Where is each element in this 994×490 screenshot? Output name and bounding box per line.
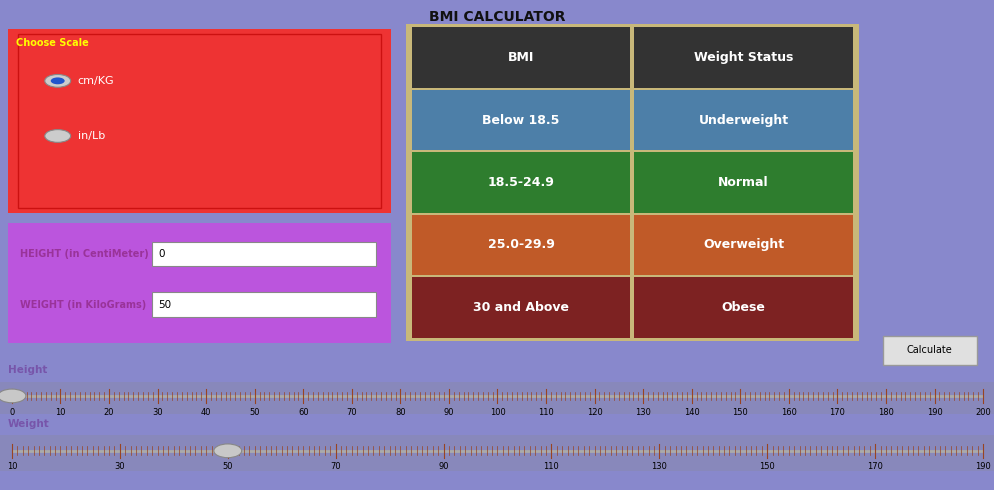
Text: 150: 150 [758, 462, 774, 471]
Text: Choose Scale: Choose Scale [16, 38, 88, 48]
Text: Weight: Weight [8, 419, 50, 429]
Text: 90: 90 [443, 408, 453, 416]
Text: 20: 20 [103, 408, 114, 416]
Circle shape [214, 444, 242, 458]
Text: 60: 60 [297, 408, 308, 416]
FancyBboxPatch shape [0, 435, 994, 471]
Text: Normal: Normal [718, 176, 768, 189]
Text: 40: 40 [201, 408, 211, 416]
Text: 10: 10 [56, 408, 66, 416]
Text: 70: 70 [346, 408, 357, 416]
Text: Height: Height [8, 365, 48, 375]
Text: 30: 30 [152, 408, 163, 416]
Text: 200: 200 [974, 408, 990, 416]
Text: 70: 70 [330, 462, 341, 471]
Text: 170: 170 [867, 462, 883, 471]
FancyBboxPatch shape [634, 90, 852, 150]
Text: 10: 10 [7, 462, 17, 471]
Text: 50: 50 [223, 462, 233, 471]
Text: 170: 170 [829, 408, 845, 416]
FancyBboxPatch shape [8, 29, 391, 213]
FancyBboxPatch shape [634, 277, 852, 338]
Text: 30: 30 [114, 462, 125, 471]
Text: 120: 120 [586, 408, 602, 416]
Text: Overweight: Overweight [702, 239, 783, 251]
FancyBboxPatch shape [18, 34, 381, 208]
Text: BMI CALCULATOR: BMI CALCULATOR [428, 10, 566, 24]
Text: Underweight: Underweight [698, 114, 788, 126]
Text: cm/KG: cm/KG [78, 76, 114, 86]
Text: HEIGHT (in CentiMeter): HEIGHT (in CentiMeter) [20, 249, 148, 259]
FancyBboxPatch shape [412, 215, 630, 275]
Text: 180: 180 [877, 408, 893, 416]
FancyBboxPatch shape [634, 215, 852, 275]
Text: 160: 160 [780, 408, 796, 416]
Text: 18.5-24.9: 18.5-24.9 [487, 176, 554, 189]
FancyBboxPatch shape [634, 27, 852, 88]
Text: 90: 90 [438, 462, 448, 471]
Text: 100: 100 [489, 408, 505, 416]
Circle shape [45, 74, 71, 87]
Text: BMI: BMI [507, 51, 534, 64]
Text: 110: 110 [543, 462, 559, 471]
Text: 190: 190 [925, 408, 941, 416]
FancyBboxPatch shape [406, 24, 858, 341]
Text: in/Lb: in/Lb [78, 131, 104, 141]
FancyBboxPatch shape [634, 152, 852, 213]
Text: Weight Status: Weight Status [693, 51, 792, 64]
Text: 0: 0 [158, 249, 165, 259]
Text: 130: 130 [651, 462, 667, 471]
FancyBboxPatch shape [152, 242, 376, 267]
FancyBboxPatch shape [882, 336, 976, 365]
Text: WEIGHT (in KiloGrams): WEIGHT (in KiloGrams) [20, 299, 146, 310]
Text: 25.0-29.9: 25.0-29.9 [487, 239, 554, 251]
Text: 50: 50 [158, 299, 171, 310]
FancyBboxPatch shape [412, 27, 630, 88]
Text: 190: 190 [974, 462, 990, 471]
Text: 130: 130 [634, 408, 650, 416]
FancyBboxPatch shape [412, 152, 630, 213]
FancyBboxPatch shape [412, 90, 630, 150]
Text: Calculate: Calculate [907, 345, 951, 355]
Text: Obese: Obese [721, 301, 764, 314]
Text: 110: 110 [538, 408, 554, 416]
FancyBboxPatch shape [8, 223, 391, 343]
Text: 140: 140 [683, 408, 699, 416]
Text: 80: 80 [395, 408, 406, 416]
Circle shape [45, 130, 71, 143]
Text: Below 18.5: Below 18.5 [482, 114, 560, 126]
FancyBboxPatch shape [152, 293, 376, 317]
Text: 50: 50 [249, 408, 259, 416]
Circle shape [0, 389, 26, 403]
FancyBboxPatch shape [412, 277, 630, 338]
FancyBboxPatch shape [0, 382, 994, 414]
Text: 0: 0 [9, 408, 15, 416]
Text: 30 and Above: 30 and Above [473, 301, 569, 314]
Circle shape [51, 77, 65, 84]
Text: 150: 150 [732, 408, 747, 416]
